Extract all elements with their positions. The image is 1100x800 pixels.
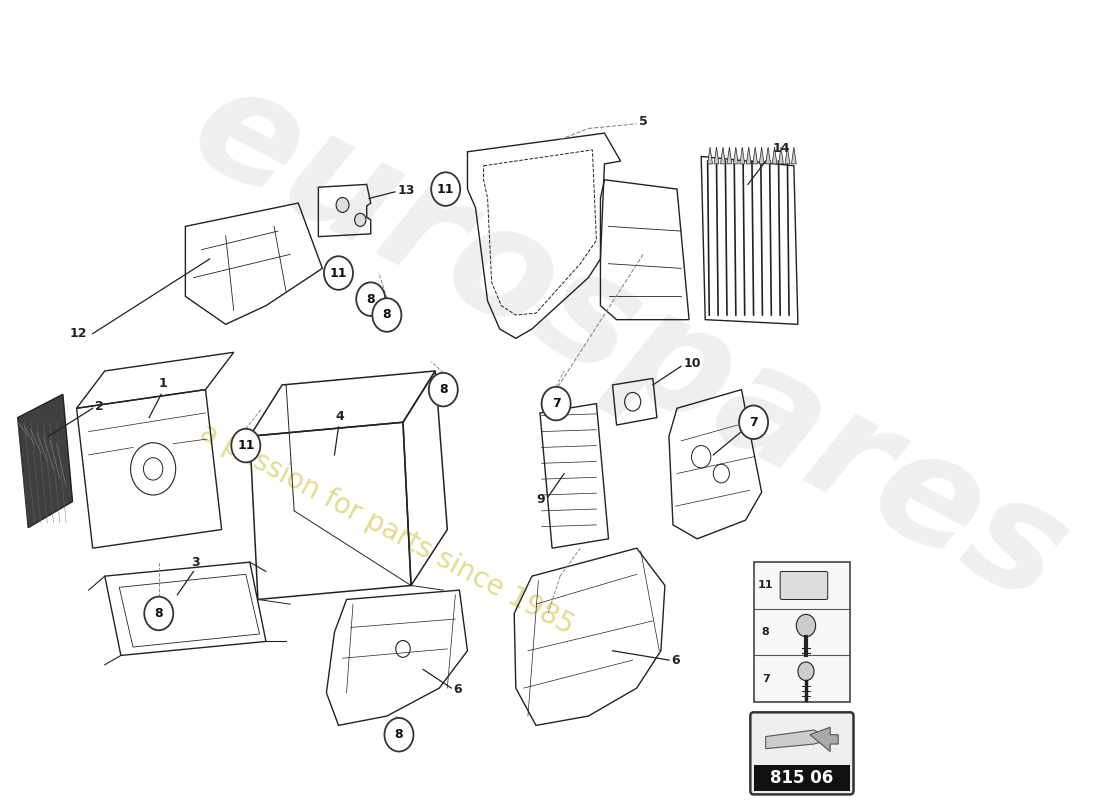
Text: 8: 8	[366, 293, 375, 306]
Polygon shape	[746, 147, 751, 164]
Circle shape	[429, 373, 458, 406]
Circle shape	[384, 718, 414, 751]
Text: 2: 2	[95, 400, 103, 413]
Polygon shape	[727, 147, 732, 164]
Polygon shape	[752, 147, 758, 164]
Text: 815 06: 815 06	[770, 769, 834, 786]
FancyBboxPatch shape	[754, 765, 850, 790]
Text: eurospares: eurospares	[167, 50, 1090, 635]
Circle shape	[356, 282, 385, 316]
Circle shape	[431, 172, 460, 206]
FancyBboxPatch shape	[750, 712, 854, 794]
Circle shape	[798, 662, 814, 681]
Text: 8: 8	[383, 309, 392, 322]
Text: 7: 7	[749, 416, 758, 429]
Circle shape	[373, 298, 402, 332]
FancyBboxPatch shape	[780, 571, 827, 599]
Text: 11: 11	[437, 182, 454, 195]
Text: 8: 8	[762, 627, 770, 637]
Polygon shape	[740, 147, 745, 164]
Text: 12: 12	[69, 327, 87, 340]
FancyBboxPatch shape	[754, 562, 850, 702]
Text: 5: 5	[639, 115, 648, 129]
Text: 4: 4	[336, 410, 344, 423]
Text: 11: 11	[758, 581, 773, 590]
Polygon shape	[714, 147, 719, 164]
Text: 9: 9	[536, 493, 544, 506]
Text: 8: 8	[395, 728, 404, 742]
Text: 1: 1	[158, 377, 167, 390]
Text: 8: 8	[439, 383, 448, 396]
Text: 10: 10	[683, 357, 701, 370]
Polygon shape	[779, 147, 783, 164]
Polygon shape	[766, 730, 830, 749]
Polygon shape	[734, 147, 738, 164]
Polygon shape	[785, 147, 790, 164]
Polygon shape	[707, 147, 713, 164]
Text: 6: 6	[453, 683, 462, 697]
Text: 13: 13	[397, 183, 415, 197]
Text: 8: 8	[154, 607, 163, 620]
Text: 3: 3	[190, 556, 199, 569]
Polygon shape	[792, 147, 796, 164]
Polygon shape	[810, 727, 838, 751]
Text: 7: 7	[552, 397, 561, 410]
Circle shape	[739, 406, 768, 439]
Circle shape	[541, 387, 571, 420]
Text: 7: 7	[762, 674, 770, 684]
Circle shape	[144, 597, 174, 630]
Circle shape	[337, 198, 349, 212]
Polygon shape	[766, 147, 770, 164]
Polygon shape	[759, 147, 764, 164]
Polygon shape	[720, 147, 725, 164]
Text: a passion for parts since 1985: a passion for parts since 1985	[195, 418, 579, 640]
Text: 14: 14	[773, 142, 791, 154]
Circle shape	[231, 429, 261, 462]
Text: 11: 11	[330, 266, 348, 279]
Text: 11: 11	[238, 439, 254, 452]
Circle shape	[354, 214, 366, 226]
Text: 6: 6	[671, 654, 680, 666]
Polygon shape	[772, 147, 777, 164]
Circle shape	[324, 256, 353, 290]
Polygon shape	[18, 394, 73, 528]
Circle shape	[796, 614, 815, 637]
